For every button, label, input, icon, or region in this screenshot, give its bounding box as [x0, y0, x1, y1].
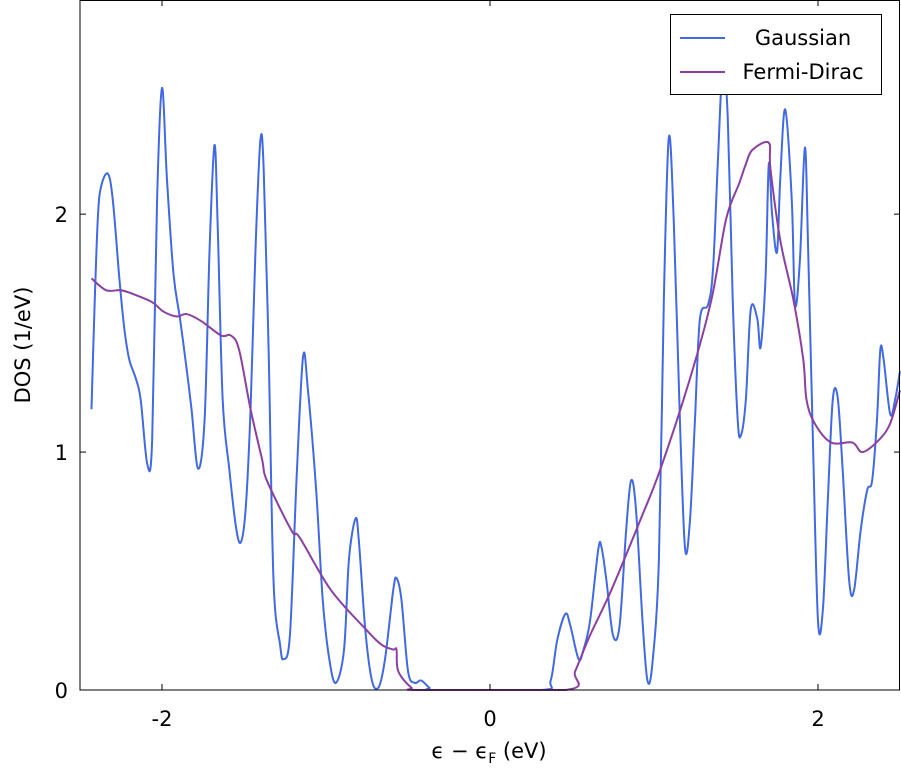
x-axis-label: ϵ − ϵF (eV)	[431, 739, 546, 767]
y-tick-label: 2	[55, 203, 68, 227]
x-axis-label-main: ϵ − ϵ	[431, 739, 488, 763]
legend-label-gaussian: Gaussian	[755, 26, 851, 50]
plot-frame	[79, 0, 900, 691]
x-tick-label: -2	[152, 707, 173, 731]
legend-box	[670, 14, 882, 95]
y-tick-label: 0	[55, 679, 68, 703]
ticks-layer: -2 0 2 0 1 2	[55, 0, 900, 731]
legend: Gaussian Fermi-Dirac	[670, 14, 882, 95]
x-axis-label-sub: F	[488, 751, 496, 767]
y-axis-label: DOS (1/eV)	[11, 287, 35, 404]
x-axis-label-unit: (eV)	[496, 739, 546, 763]
series-line-gaussian	[90, 62, 901, 691]
x-tick-label: 2	[811, 707, 824, 731]
legend-label-fermi-dirac: Fermi-Dirac	[742, 60, 863, 84]
y-tick-label: 1	[55, 441, 68, 465]
x-tick-label: 0	[483, 707, 496, 731]
series-layer	[90, 62, 901, 691]
